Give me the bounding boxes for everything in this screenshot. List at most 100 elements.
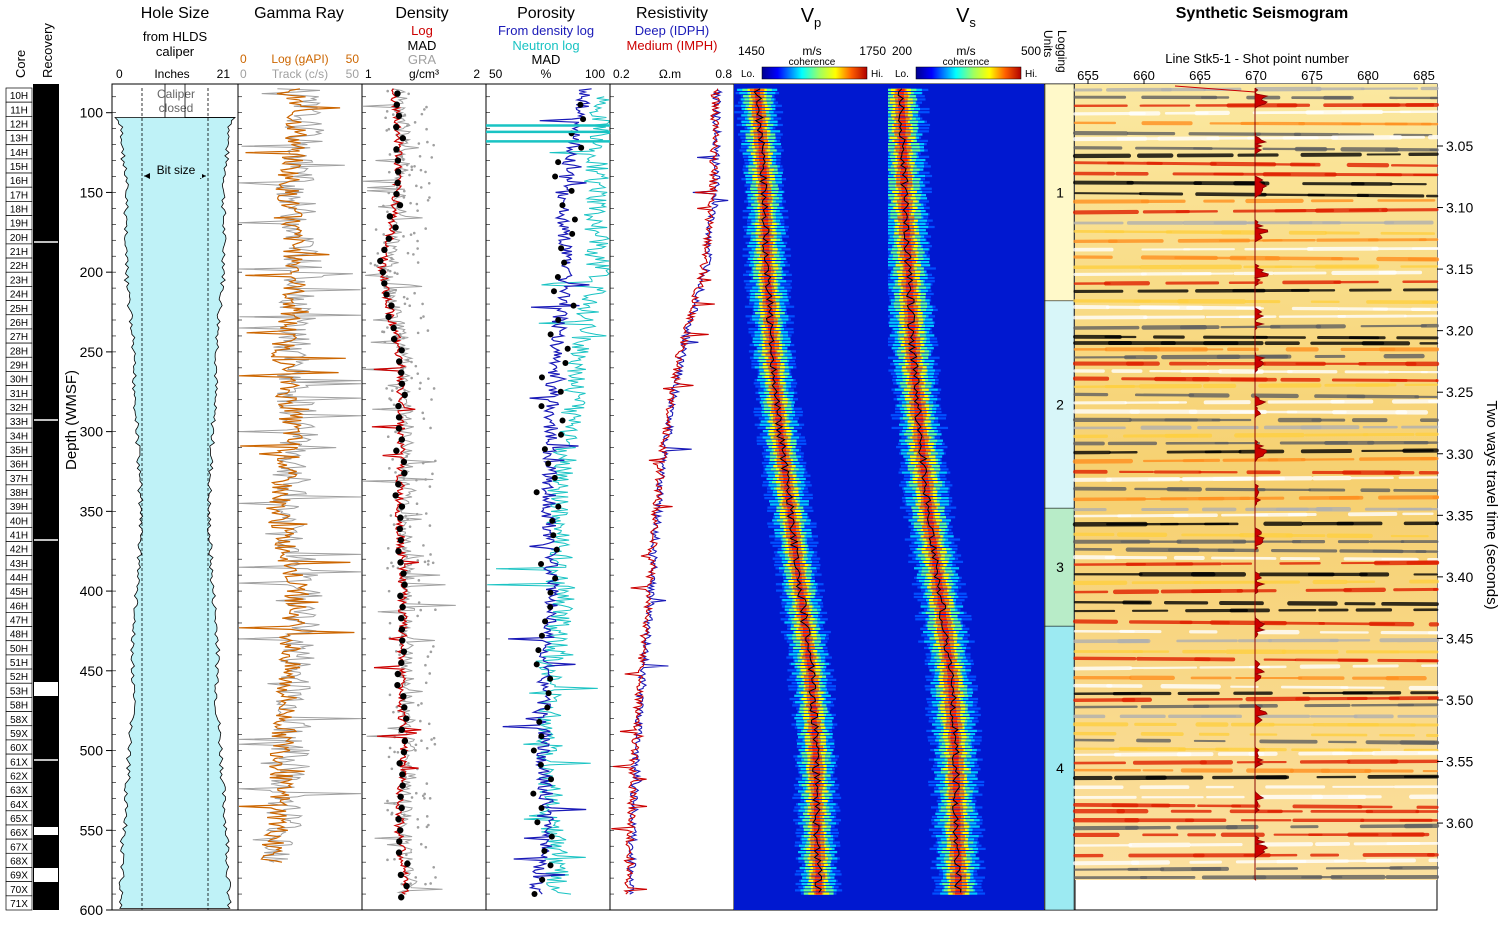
gra-curve — [362, 88, 456, 895]
gra-point — [386, 326, 389, 329]
coherence-cell — [760, 174, 767, 178]
coherence-cell — [808, 688, 816, 691]
gra-point — [395, 186, 399, 189]
gra-point — [426, 563, 430, 566]
hole-scale-unit: Inches — [154, 67, 189, 81]
porosity-mad-point — [538, 632, 545, 639]
gra-point — [419, 842, 423, 846]
mad-dots — [377, 90, 411, 901]
coherence-cell — [791, 548, 799, 551]
coherence-cell — [773, 382, 778, 385]
porosity-mad-point — [538, 733, 545, 740]
coherence-cell — [918, 449, 926, 452]
logging-unit-label: 3 — [1056, 559, 1064, 575]
coherence-cell — [932, 560, 939, 563]
mad-point — [398, 369, 405, 376]
coherence-cell — [764, 280, 772, 283]
coherence-cell — [808, 685, 815, 688]
core-label-text: 29H — [10, 360, 28, 371]
core-label-text: 18H — [10, 205, 28, 216]
coherence-cell — [783, 481, 790, 484]
gra-point — [417, 142, 421, 145]
porosity-mad-point — [577, 101, 584, 108]
resistivity-min: 0.2 — [613, 67, 630, 81]
coherence-cell — [903, 248, 912, 251]
coherence-cell — [785, 493, 791, 497]
gra-point — [426, 140, 429, 144]
coherence-cell — [813, 828, 821, 831]
coherence-cell — [914, 407, 922, 410]
gra-point — [369, 262, 373, 265]
gra-point — [373, 263, 377, 267]
seismic-reflectors — [1072, 86, 1440, 880]
gra-point — [432, 143, 435, 147]
coherence-cell — [764, 289, 773, 292]
mad-point — [400, 648, 408, 655]
gamma-log-curve — [238, 88, 355, 863]
porosity-mad-point — [571, 216, 578, 223]
coherence-cell — [949, 723, 958, 726]
coherence-cell — [806, 662, 814, 666]
mad-point — [399, 135, 407, 142]
gra-point — [403, 302, 407, 306]
coherence-cell — [813, 752, 820, 755]
gra-point — [426, 198, 430, 202]
coherence-cell — [762, 238, 770, 241]
vs-title: Vs — [956, 5, 976, 30]
coherence-cell — [941, 627, 949, 630]
porosity-mad-point — [553, 546, 560, 553]
gra-point — [416, 817, 419, 821]
coherence-cell — [898, 107, 905, 111]
gra-point — [386, 566, 389, 570]
coherence-cell — [813, 774, 820, 777]
vs-track: Vs 200 m/s 500 coherence Lo. Hi. — [888, 5, 1044, 910]
gra-point — [388, 269, 392, 273]
coherence-cell — [812, 768, 820, 771]
gra-point — [393, 271, 397, 275]
porosity-mad-point — [547, 589, 554, 596]
gra-point — [376, 252, 380, 255]
vs-coherence: coherence — [943, 57, 990, 68]
coherence-cell — [768, 324, 774, 327]
shot-point-label: 680 — [1357, 68, 1379, 83]
mad-point — [388, 302, 395, 309]
porosity-mad-point — [548, 776, 555, 783]
gra-point — [389, 514, 393, 517]
core-label-text: 32H — [10, 403, 28, 414]
coherence-cell — [781, 461, 788, 465]
coherence-cell — [914, 410, 923, 414]
gra-point — [391, 458, 394, 461]
porosity-mad-point — [570, 302, 577, 309]
depth-tick-label: 150 — [80, 184, 104, 200]
coherence-cell — [900, 168, 907, 171]
gra-point — [390, 561, 393, 565]
gra-point — [429, 553, 432, 556]
density-unit: g/cm³ — [409, 67, 439, 81]
gra-point — [427, 722, 431, 726]
porosity-mad-point — [551, 474, 558, 481]
vp-title-sub: p — [814, 15, 821, 30]
coherence-cell — [758, 143, 764, 146]
coherence-cell — [776, 423, 783, 426]
coherence-cell — [919, 452, 926, 455]
gra-point — [426, 655, 430, 658]
gra-point — [427, 559, 430, 563]
coherence-cell — [909, 343, 916, 347]
gra-point — [419, 168, 423, 172]
vs-unit: m/s — [956, 44, 975, 58]
coherence-cell — [933, 573, 942, 576]
gra-point — [416, 209, 419, 212]
mad-point — [400, 693, 407, 700]
coherence-cell — [952, 812, 961, 815]
gra-point — [388, 621, 392, 625]
coherence-cell — [756, 120, 763, 123]
depth-tick-label: 100 — [80, 105, 104, 121]
hole-scale-min: 0 — [116, 67, 123, 81]
coherence-cell — [758, 149, 765, 152]
coherence-cell — [907, 324, 916, 327]
coherence-cell — [942, 637, 950, 640]
coherence-cell — [952, 752, 959, 755]
gra-point — [429, 650, 433, 654]
unit-blocks: 1 2 3 4 — [1044, 83, 1075, 911]
gra-point — [408, 173, 411, 177]
